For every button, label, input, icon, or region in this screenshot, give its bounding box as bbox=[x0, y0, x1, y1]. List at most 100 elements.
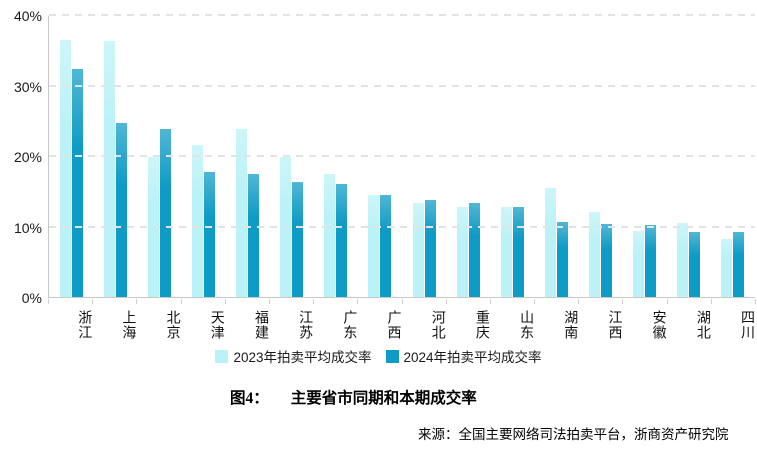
bar-2023年-浙江 bbox=[59, 40, 71, 297]
x-axis-tick bbox=[489, 299, 491, 304]
bar-2023年-湖南 bbox=[544, 187, 556, 297]
x-axis-tick bbox=[534, 299, 536, 304]
bar-2023年-天津 bbox=[191, 145, 203, 297]
bar-2024年-江苏 bbox=[292, 182, 304, 297]
x-axis-label-河北: 河北 bbox=[430, 310, 447, 340]
x-axis-label-安徽: 安徽 bbox=[651, 310, 668, 340]
bar-2024年-河北 bbox=[424, 199, 436, 297]
bar-2023年-江西 bbox=[589, 212, 601, 297]
caption-title: 主要省市同期和本期成交率 bbox=[290, 390, 477, 407]
bar-2024年-天津 bbox=[203, 171, 215, 297]
bar-2023年-上海 bbox=[103, 41, 115, 297]
x-axis-label-山东: 山东 bbox=[519, 310, 536, 340]
x-axis-label-北京: 北京 bbox=[165, 310, 182, 340]
bar-group-浙江 bbox=[49, 16, 93, 297]
legend-item-2023年: 2023年拍卖平均成交率 bbox=[215, 346, 372, 366]
y-axis-label: 10% bbox=[13, 219, 42, 236]
bar-2023年-安徽 bbox=[633, 231, 645, 297]
bar-2024年-湖南 bbox=[556, 222, 568, 297]
bar-group-江西 bbox=[579, 16, 623, 297]
bar-group-湖南 bbox=[534, 16, 578, 297]
bar-group-福建 bbox=[226, 16, 270, 297]
x-axis-label-湖北: 湖北 bbox=[695, 310, 712, 340]
legend-swatch-icon bbox=[385, 349, 399, 363]
bar-2023年-河北 bbox=[412, 203, 424, 297]
bar-group-天津 bbox=[181, 16, 225, 297]
y-axis-label: 40% bbox=[13, 8, 42, 24]
x-axis-label-江西: 江西 bbox=[607, 310, 624, 340]
bar-2023年-山东 bbox=[500, 206, 512, 297]
x-axis-tick bbox=[755, 299, 756, 304]
x-axis-label-天津: 天津 bbox=[209, 310, 226, 340]
x-axis-label-浙江: 浙江 bbox=[77, 310, 94, 340]
bar-2024年-北京 bbox=[159, 128, 171, 297]
bar-2024年-广东 bbox=[336, 183, 348, 297]
x-axis-tick bbox=[136, 299, 138, 304]
x-axis-label-广西: 广西 bbox=[386, 310, 403, 340]
plot-area bbox=[48, 14, 755, 298]
bar-2024年-重庆 bbox=[468, 202, 480, 297]
legend-item-2024年: 2024年拍卖平均成交率 bbox=[385, 346, 542, 366]
x-axis-tick bbox=[622, 299, 624, 304]
x-axis-label-重庆: 重庆 bbox=[474, 310, 491, 340]
x-axis-tick bbox=[710, 299, 712, 304]
x-axis-labels: 浙江 上海 北京 天津 福建 江苏 广东 广西 河北 重庆 山东 湖南 江西 安徽 湖北 四川 bbox=[48, 308, 756, 342]
bar-group-湖北 bbox=[667, 16, 711, 297]
gridline-10 bbox=[49, 225, 755, 228]
legend-label: 2024年拍卖平均成交率 bbox=[403, 350, 542, 365]
x-axis-tick bbox=[666, 299, 668, 304]
bar-2023年-福建 bbox=[236, 129, 248, 297]
bar-groups bbox=[49, 16, 755, 297]
bar-2024年-浙江 bbox=[71, 69, 83, 297]
x-axis-tick bbox=[92, 299, 94, 304]
bar-2023年-湖北 bbox=[677, 222, 689, 297]
bar-2024年-广西 bbox=[380, 195, 392, 297]
bar-2024年-福建 bbox=[248, 173, 260, 297]
x-axis-tick bbox=[313, 299, 315, 304]
x-axis-label-广东: 广东 bbox=[342, 310, 359, 340]
gridline-20 bbox=[49, 155, 755, 157]
caption-label: 图4： bbox=[230, 390, 269, 407]
x-axis-tick bbox=[224, 299, 226, 304]
y-axis-label: 30% bbox=[13, 78, 42, 95]
x-axis-tick bbox=[357, 299, 359, 304]
x-axis-tick bbox=[578, 299, 580, 304]
x-axis-label-湖南: 湖南 bbox=[563, 310, 580, 340]
bar-2024年-上海 bbox=[115, 122, 127, 297]
x-axis-tick bbox=[401, 299, 403, 304]
gridline-30 bbox=[49, 84, 755, 87]
legend-label: 2023年拍卖平均成交率 bbox=[233, 350, 372, 365]
legend-swatch-icon bbox=[215, 349, 229, 363]
x-axis-tick bbox=[180, 299, 182, 304]
bar-group-山东 bbox=[490, 16, 534, 297]
bar-group-重庆 bbox=[446, 16, 490, 297]
gridline-40 bbox=[49, 14, 755, 16]
x-axis-label-福建: 福建 bbox=[253, 310, 270, 340]
x-axis-label-四川: 四川 bbox=[740, 310, 756, 340]
source-note: 来源：全国主要网络司法拍卖平台，浙商资产研究院 bbox=[418, 427, 729, 442]
bar-2023年-广西 bbox=[368, 194, 380, 297]
bar-2024年-安徽 bbox=[645, 225, 657, 297]
legend: 2023年拍卖平均成交率 2024年拍卖平均成交率 bbox=[0, 346, 757, 366]
bar-2023年-广东 bbox=[324, 173, 336, 297]
bar-group-河北 bbox=[402, 16, 446, 297]
x-axis-tick bbox=[268, 299, 270, 304]
bar-2024年-山东 bbox=[512, 206, 524, 297]
bar-group-广东 bbox=[314, 16, 358, 297]
bar-group-四川 bbox=[711, 16, 755, 297]
y-axis-label: 0% bbox=[21, 290, 42, 306]
x-axis-label-上海: 上海 bbox=[121, 310, 138, 340]
bar-2023年-四川 bbox=[721, 238, 733, 297]
bar-group-上海 bbox=[93, 16, 137, 297]
x-axis-tick bbox=[48, 299, 49, 304]
bar-group-广西 bbox=[358, 16, 402, 297]
bar-2024年-四川 bbox=[733, 232, 745, 297]
figure-caption: 图4： 主要省市同期和本期成交率 bbox=[230, 386, 477, 408]
bar-2023年-重庆 bbox=[456, 206, 468, 297]
x-axis-label-江苏: 江苏 bbox=[298, 310, 315, 340]
y-axis-label: 20% bbox=[13, 149, 42, 165]
bar-2024年-湖北 bbox=[689, 232, 701, 297]
bar-group-安徽 bbox=[623, 16, 667, 297]
x-axis-tick bbox=[445, 299, 447, 304]
